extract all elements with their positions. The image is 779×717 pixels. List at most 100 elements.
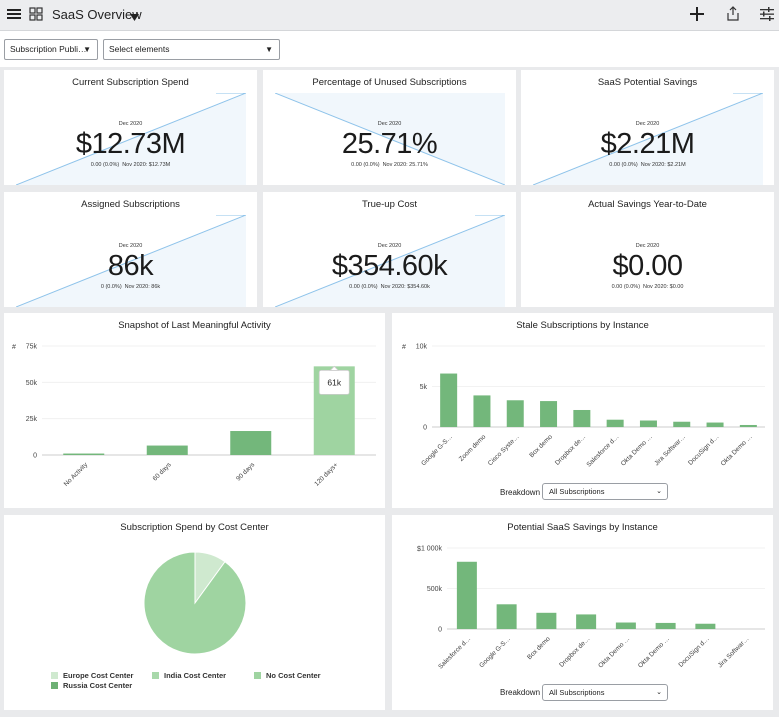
subscription-filter-select[interactable]: Subscription Publi… ▼ xyxy=(4,39,98,60)
kpi-period: Dec 2020 xyxy=(118,243,143,249)
bar[interactable] xyxy=(615,622,636,629)
chart-title: Snapshot of Last Meaningful Activity xyxy=(118,320,271,331)
subscription-filter-value: Subscription Publi… xyxy=(10,44,87,54)
chevron-down-icon[interactable] xyxy=(130,9,139,27)
kpi-previous: Nov 2020: $0.00 xyxy=(643,284,684,290)
kpi-card: Actual Savings Year-to-Date Dec 2020 $0.… xyxy=(521,192,774,307)
bar[interactable] xyxy=(506,400,524,427)
x-tick-label: Cisco Syste… xyxy=(487,433,521,467)
bar[interactable] xyxy=(440,373,458,427)
kpi-card: True-up Cost Dec 2020 $354.60k 0.00 (0.0… xyxy=(263,192,516,307)
breakdown-select[interactable]: All Subscriptions ⌄ xyxy=(542,684,668,701)
y-axis-unit: $ xyxy=(417,546,421,553)
x-tick-label: Jira Softwar… xyxy=(717,635,751,669)
legend-item[interactable]: No Cost Center xyxy=(254,671,321,680)
legend-label: No Cost Center xyxy=(266,671,321,680)
y-tick-label: 50k xyxy=(26,380,38,387)
kpi-previous: Nov 2020: $12.73M xyxy=(122,162,171,168)
x-tick-label: DocuSign d… xyxy=(687,433,720,466)
kpi-value: $0.00 xyxy=(612,250,683,282)
bar[interactable] xyxy=(695,623,716,629)
kpi-title: True-up Cost xyxy=(361,199,418,210)
kpi-delta: 0.00 (0.0%) xyxy=(609,162,638,168)
kpi-delta: 0.00 (0.0%) xyxy=(90,162,120,168)
share-icon[interactable] xyxy=(727,6,739,26)
bar[interactable] xyxy=(673,421,691,427)
legend-label: Europe Cost Center xyxy=(63,671,134,680)
kpi-value: $2.21M xyxy=(600,128,695,160)
y-tick-label: 10k xyxy=(416,344,428,351)
kpi-delta-row: 0.00 (0.0%) Nov 2020: $0.00 xyxy=(521,284,774,290)
x-tick-label: 120 days+ xyxy=(313,461,339,487)
kpi-title: Percentage of Unused Subscriptions xyxy=(312,77,467,88)
elements-filter-value: Select elements xyxy=(109,44,170,54)
x-tick-label: Okta Demo … xyxy=(597,635,631,669)
bar[interactable] xyxy=(63,453,105,455)
legend-swatch xyxy=(51,682,58,689)
hamburger-icon[interactable] xyxy=(7,7,21,26)
kpi-delta: 0.00 (0.0%) xyxy=(611,284,641,290)
breakdown-value: All Subscriptions xyxy=(549,487,605,496)
chart-title: Stale Subscriptions by Instance xyxy=(516,320,649,331)
x-tick-label: Dropbox de… xyxy=(558,635,591,668)
stale-subscriptions-bar-chart: #0 5k 10k Google G-S… Zoom demo Cisco Syste… B… xyxy=(402,344,765,469)
x-tick-label: Okta Demo … xyxy=(637,635,671,669)
y-tick-label: 0 xyxy=(438,627,442,634)
kpi-value: 25.71% xyxy=(341,128,438,160)
breakdown-label: Breakdown xyxy=(500,488,541,497)
filter-sliders-icon[interactable] xyxy=(760,7,774,26)
bar[interactable] xyxy=(706,422,724,427)
kpi-card: Assigned Subscriptions Dec 2020 86k 0 (0… xyxy=(4,192,257,307)
bar[interactable] xyxy=(146,445,188,455)
kpi-period: Dec 2020 xyxy=(635,121,660,127)
tooltip-pointer xyxy=(329,365,340,371)
bar[interactable] xyxy=(496,604,517,629)
legend-label: India Cost Center xyxy=(164,671,227,680)
kpi-delta-row: 0.00 (0.0%) Nov 2020: $12.73M xyxy=(4,162,257,168)
grid-icon[interactable] xyxy=(29,7,43,26)
x-tick-label: Zoom demo xyxy=(458,433,488,463)
legend-item[interactable]: Russia Cost Center xyxy=(51,681,132,690)
y-tick-label: 75k xyxy=(26,344,38,351)
activity-bar-chart: #0 25k 50k 75k No Activity 60 days 90 days 120 … xyxy=(12,344,376,488)
kpi-card: Percentage of Unused Subscriptions Dec 2… xyxy=(263,70,516,185)
kpi-delta-row: 0 (0.0%) Nov 2020: 86k xyxy=(4,284,257,290)
activity-chart-card: Snapshot of Last Meaningful Activity #0 2… xyxy=(4,313,385,508)
bar[interactable] xyxy=(606,419,624,427)
breakdown-select[interactable]: All Subscriptions ⌄ xyxy=(542,483,668,500)
legend-item[interactable]: Europe Cost Center xyxy=(51,671,133,680)
pie-slice[interactable] xyxy=(143,551,247,655)
breakdown-value: All Subscriptions xyxy=(549,688,605,697)
bar[interactable] xyxy=(639,420,657,427)
kpi-delta: 0.00 (0.0%) xyxy=(349,284,378,290)
chevron-down-icon: ⌄ xyxy=(656,488,662,495)
elements-filter-select[interactable]: Select elements ▼ xyxy=(103,39,280,60)
x-tick-label: Salesforce d… xyxy=(437,635,472,670)
legend-label: Russia Cost Center xyxy=(63,681,133,690)
kpi-value: 86k xyxy=(107,250,154,282)
bar[interactable] xyxy=(456,561,477,629)
chevron-down-icon: ⌄ xyxy=(656,689,662,696)
legend-item[interactable]: India Cost Center xyxy=(152,671,226,680)
y-tick-label: 500k xyxy=(427,586,443,593)
y-tick-label: 0 xyxy=(423,425,427,432)
kpi-title: SaaS Potential Savings xyxy=(597,77,698,88)
bar[interactable] xyxy=(573,409,591,427)
kpi-period: Dec 2020 xyxy=(377,121,402,127)
filter-bar: Subscription Publi… ▼ Select elements ▼ xyxy=(0,31,779,67)
cost-center-card: Subscription Spend by Cost Center Europe… xyxy=(4,515,385,710)
bar[interactable] xyxy=(230,431,272,455)
bar[interactable] xyxy=(536,612,557,629)
cost-center-pie-chart xyxy=(143,551,247,655)
x-tick-label: Jira Softwar… xyxy=(653,433,687,467)
kpi-previous: Nov 2020: 86k xyxy=(124,284,161,290)
bar[interactable] xyxy=(540,401,558,427)
bar[interactable] xyxy=(473,395,491,427)
kpi-title: Assigned Subscriptions xyxy=(81,199,180,210)
plus-icon[interactable] xyxy=(690,7,704,26)
bar[interactable] xyxy=(576,614,597,629)
bar[interactable] xyxy=(739,424,757,427)
kpi-card: Current Subscription Spend Dec 2020 $12.… xyxy=(4,70,257,185)
bar[interactable] xyxy=(655,622,676,629)
kpi-sparkline xyxy=(275,215,505,307)
